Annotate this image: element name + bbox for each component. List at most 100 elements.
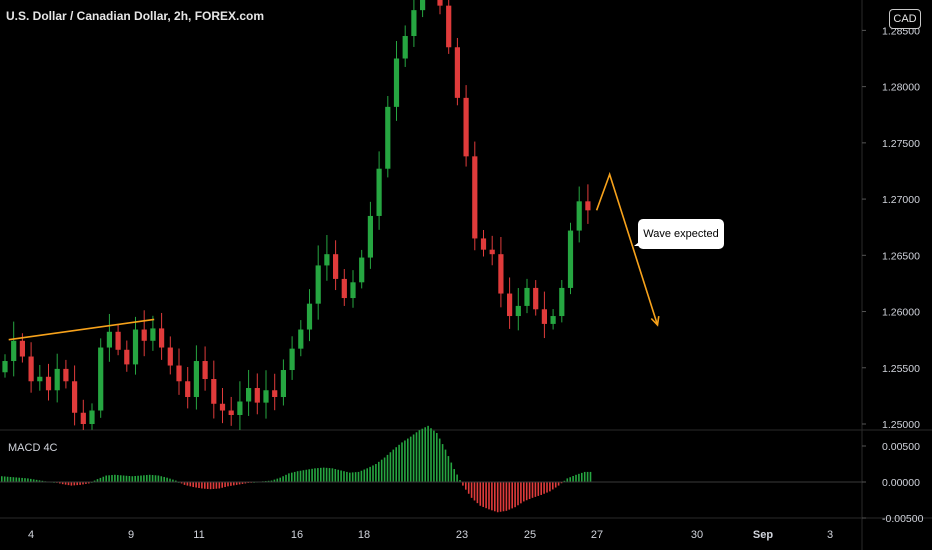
candle-body-up — [2, 361, 8, 373]
macd-bar-negative — [540, 482, 542, 495]
macd-bar-positive — [453, 469, 455, 482]
macd-bar-positive — [450, 462, 453, 482]
macd-bar-negative — [183, 482, 186, 485]
candle-body-up — [402, 36, 408, 59]
macd-bar-positive — [125, 475, 128, 482]
macd-bar-positive — [128, 476, 131, 482]
macd-bar-positive — [18, 477, 20, 482]
macd-bar-negative — [85, 482, 87, 484]
time-tick-label: 11 — [193, 529, 204, 541]
macd-bar-positive — [108, 475, 110, 482]
candle-body-down — [341, 278, 347, 299]
macd-bar-positive — [137, 475, 139, 482]
macd-bar-positive — [160, 476, 163, 482]
macd-bar-positive — [122, 475, 125, 482]
macd-bar-negative — [557, 482, 560, 486]
macd-bar-positive — [169, 478, 171, 482]
candle-body-up — [289, 348, 295, 371]
macd-bar-negative — [511, 482, 513, 509]
candle-body-up — [298, 329, 304, 349]
macd-histogram — [1, 425, 592, 513]
candle-body-up — [350, 282, 356, 299]
macd-bar-negative — [508, 482, 511, 510]
macd-bar-positive — [444, 449, 447, 482]
candle-body-down — [72, 381, 78, 413]
time-tick-label: 16 — [291, 529, 303, 541]
macd-bar-negative — [525, 482, 528, 501]
macd-bar-positive — [6, 476, 9, 482]
macd-bar-negative — [224, 482, 226, 488]
candle-body-up — [524, 287, 530, 306]
macd-bar-negative — [482, 482, 484, 507]
macd-bar-positive — [131, 476, 134, 482]
macd-bar-positive — [322, 467, 325, 482]
price-tick-label: 1.26500 — [882, 250, 920, 262]
macd-bar-positive — [407, 438, 409, 482]
macd-bar-positive — [586, 471, 589, 482]
macd-bar-negative — [560, 482, 563, 484]
candle-body-up — [315, 265, 321, 304]
macd-bar-positive — [288, 473, 290, 482]
candle-body-down — [124, 349, 130, 365]
macd-bar-positive — [575, 474, 577, 482]
macd-bar-positive — [343, 471, 345, 482]
macd-bar-positive — [134, 476, 136, 482]
macd-bar-negative — [206, 482, 209, 489]
macd-bar-negative — [235, 482, 238, 485]
macd-bar-negative — [520, 482, 522, 504]
macd-bar-positive — [357, 471, 360, 482]
candle-body-down — [28, 356, 34, 382]
candle-body-down — [498, 254, 504, 294]
currency-button[interactable]: CAD — [889, 9, 921, 29]
candle-body-up — [246, 388, 252, 402]
macd-bar-negative — [64, 482, 67, 485]
macd-bar-positive — [572, 476, 574, 482]
macd-bar-negative — [505, 482, 508, 511]
macd-bar-positive — [276, 478, 279, 482]
macd-bar-negative — [88, 482, 90, 484]
macd-bar-positive — [412, 434, 415, 482]
macd-bar-positive — [279, 477, 281, 482]
price-tick-label: 1.27500 — [882, 138, 920, 150]
candle-body-down — [176, 365, 182, 382]
time-tick-label: 3 — [827, 529, 833, 541]
macd-bar-positive — [366, 468, 368, 482]
candle-body-down — [80, 412, 86, 424]
candle-body-up — [385, 106, 391, 169]
macd-bar-positive — [157, 475, 160, 482]
candle-body-down — [541, 309, 547, 324]
candle-body-down — [202, 361, 208, 380]
macd-bar-positive — [15, 477, 18, 482]
macd-bar-positive — [32, 479, 35, 482]
macd-bar-negative — [201, 482, 203, 489]
macd-bar-negative — [76, 482, 78, 486]
macd-indicator-label: MACD 4C — [8, 442, 58, 454]
macd-bar-negative — [67, 482, 70, 486]
candle-body-down — [254, 388, 260, 403]
macd-bar-positive — [291, 472, 293, 482]
macd-bar-negative — [494, 482, 496, 512]
time-tick-label: 18 — [358, 529, 370, 541]
macd-bar-positive — [117, 475, 119, 482]
macd-bar-positive — [404, 440, 406, 482]
macd-bar-positive — [459, 480, 461, 482]
macd-bar-positive — [320, 467, 322, 482]
candle-body-down — [480, 238, 487, 250]
macd-bar-positive — [421, 428, 424, 482]
macd-bar-negative — [195, 482, 197, 488]
macd-bar-negative — [496, 482, 499, 513]
macd-bar-positive — [119, 475, 122, 482]
candle-body-up — [515, 305, 521, 317]
macd-bar-positive — [296, 471, 299, 482]
macd-bar-positive — [375, 464, 377, 482]
macd-bar-positive — [41, 480, 44, 482]
macd-bar-negative — [61, 482, 64, 485]
macd-bar-positive — [349, 472, 351, 482]
macd-bar-positive — [369, 466, 371, 482]
time-tick-label: 9 — [128, 529, 134, 541]
macd-bar-positive — [282, 476, 284, 482]
candle-body-up — [263, 390, 269, 403]
macd-bar-positive — [409, 436, 412, 482]
candle-body-up — [98, 347, 104, 411]
candle-body-down — [463, 97, 469, 157]
